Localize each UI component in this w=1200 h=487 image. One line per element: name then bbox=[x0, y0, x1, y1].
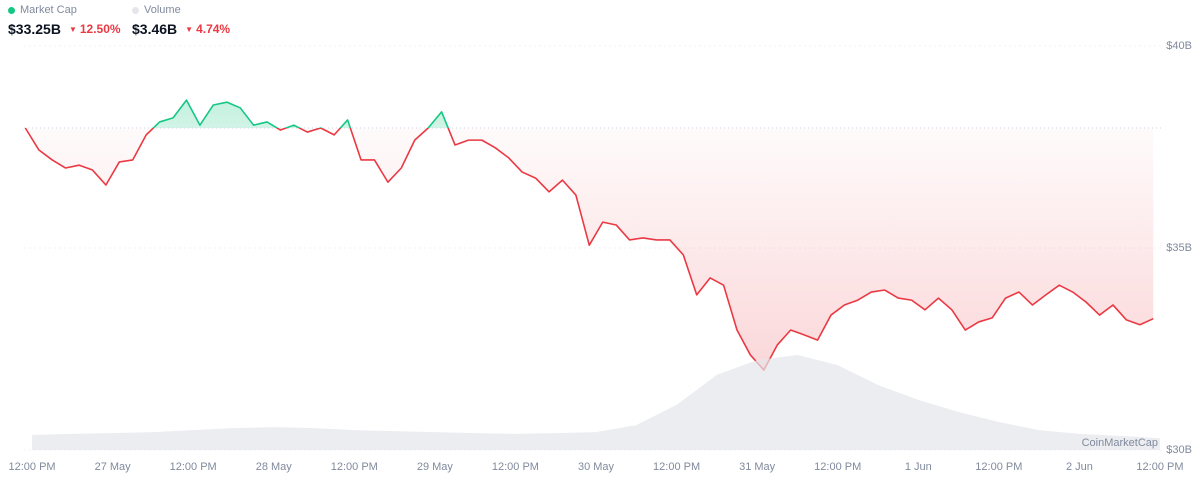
y-tick-label: $35B bbox=[1166, 242, 1192, 254]
x-tick-label: 12:00 PM bbox=[9, 461, 56, 473]
x-tick-label: 27 May bbox=[95, 461, 132, 473]
legend-label[interactable]: Market Cap bbox=[20, 4, 77, 16]
x-tick-label: 28 May bbox=[256, 461, 293, 473]
x-tick-label: 31 May bbox=[739, 461, 776, 473]
value: $33.25B bbox=[8, 21, 61, 37]
y-tick-label: $40B bbox=[1166, 40, 1192, 52]
volume-area bbox=[32, 355, 1160, 450]
legend-label[interactable]: Volume bbox=[144, 4, 181, 16]
market-cap-summary: Market Cap $33.25B 12.50% bbox=[8, 3, 121, 37]
legend-dot bbox=[8, 6, 15, 14]
change: 12.50% bbox=[69, 22, 121, 36]
x-tick-label: 2 Jun bbox=[1066, 461, 1093, 473]
watermark: CoinMarketCap bbox=[1082, 437, 1158, 449]
price-line bbox=[24, 99, 1154, 371]
value: $3.46B bbox=[132, 21, 178, 37]
change: 4.74% bbox=[185, 22, 230, 36]
y-tick-label: $30B bbox=[1166, 444, 1192, 456]
x-tick-label: 29 May bbox=[417, 461, 454, 473]
x-tick-label: 12:00 PM bbox=[170, 461, 217, 473]
x-tick-label: 12:00 PM bbox=[814, 461, 861, 473]
x-tick-label: 12:00 PM bbox=[331, 461, 378, 473]
x-tick-label: 12:00 PM bbox=[492, 461, 539, 473]
legend-dot bbox=[132, 6, 139, 14]
area bbox=[25, 100, 1154, 371]
x-tick-label: 12:00 PM bbox=[653, 461, 700, 473]
x-tick-label: 12:00 PM bbox=[975, 461, 1022, 473]
x-tick-label: 12:00 PM bbox=[1136, 461, 1183, 473]
x-tick-label: 1 Jun bbox=[905, 461, 932, 473]
volume-summary: Volume $3.46B 4.74% bbox=[132, 3, 230, 37]
x-tick-label: 30 May bbox=[578, 461, 615, 473]
